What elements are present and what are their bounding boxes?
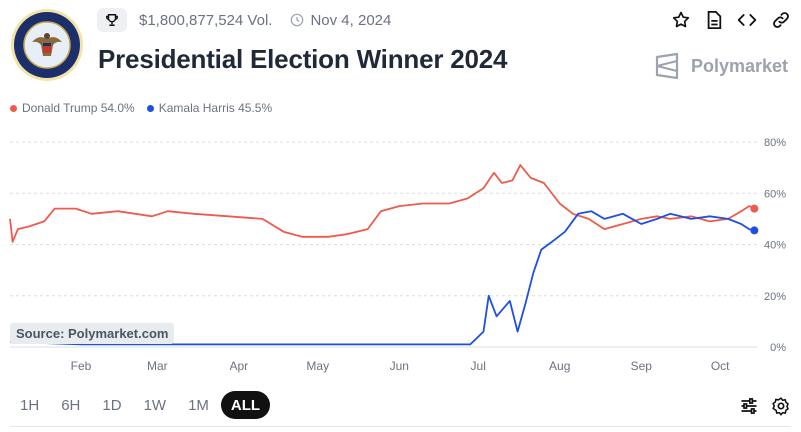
y-tick-label: 0%	[770, 342, 786, 354]
page-title: Presidential Election Winner 2024	[98, 44, 508, 74]
legend-item-trump: Donald Trump 54.0%	[10, 101, 135, 115]
timeframe-selector: 1H 6H 1D 1W 1M ALL	[10, 391, 272, 419]
y-tick-label: 40%	[764, 240, 786, 252]
y-tick-label: 60%	[764, 188, 786, 200]
end-date-label: Nov 4, 2024	[310, 11, 392, 29]
legend-label-harris: Kamala Harris 45.5%	[158, 101, 273, 115]
y-tick-label: 20%	[764, 291, 786, 303]
timeframe-all-button[interactable]: ALL	[220, 391, 271, 419]
x-tick-label: Jun	[390, 359, 409, 373]
legend-dot-trump	[10, 104, 17, 112]
sliders-icon[interactable]	[739, 396, 759, 416]
x-tick-label: Mar	[147, 359, 168, 373]
timeframe-1m-button[interactable]: 1M	[188, 396, 209, 414]
x-tick-label: Apr	[229, 359, 248, 373]
presidential-seal-logo	[10, 8, 84, 82]
price-history-chart[interactable]: 0% 20% 40% 60% 80% Feb Mar Apr May Jun Jul Aug Sep Oc…	[0, 130, 801, 380]
timeframe-1w-button[interactable]: 1W	[143, 396, 167, 414]
legend-item-harris: Kamala Harris 45.5%	[146, 101, 273, 115]
volume-label: $1,800,877,524 Vol.	[139, 11, 273, 29]
x-tick-label: Oct	[711, 359, 730, 373]
bottom-divider	[10, 426, 791, 427]
clock-icon	[290, 13, 304, 27]
x-tick-label: Feb	[71, 359, 92, 373]
timeframe-1h-button[interactable]: 1H	[20, 396, 40, 414]
x-tick-label: May	[306, 359, 329, 373]
document-icon[interactable]	[705, 10, 723, 30]
y-tick-label: 80%	[764, 137, 786, 149]
star-icon[interactable]	[671, 10, 691, 30]
series-endpoint-kamala-harris	[750, 226, 759, 235]
chart-legend: Donald Trump 54.0% Kamala Harris 45.5%	[10, 101, 284, 115]
x-tick-label: Jul	[471, 359, 486, 373]
gear-icon[interactable]	[771, 396, 791, 416]
x-tick-label: Sep	[631, 359, 653, 373]
brand-logo: Polymarket	[653, 52, 788, 80]
legend-label-trump: Donald Trump 54.0%	[22, 101, 135, 115]
link-icon[interactable]	[771, 10, 791, 30]
timeframe-1d-button[interactable]: 1D	[102, 396, 122, 414]
brand-name: Polymarket	[690, 55, 788, 76]
series-line-donald-trump	[9, 164, 755, 243]
series-endpoint-donald-trump	[750, 204, 759, 213]
legend-dot-harris	[146, 104, 154, 112]
timeframe-6h-button[interactable]: 6H	[61, 396, 81, 414]
x-tick-label: Aug	[549, 359, 570, 373]
series-line-kamala-harris	[9, 210, 755, 346]
trophy-icon	[97, 8, 127, 32]
source-label: Source: Polymarket.com	[10, 323, 175, 344]
code-icon[interactable]	[737, 10, 757, 30]
